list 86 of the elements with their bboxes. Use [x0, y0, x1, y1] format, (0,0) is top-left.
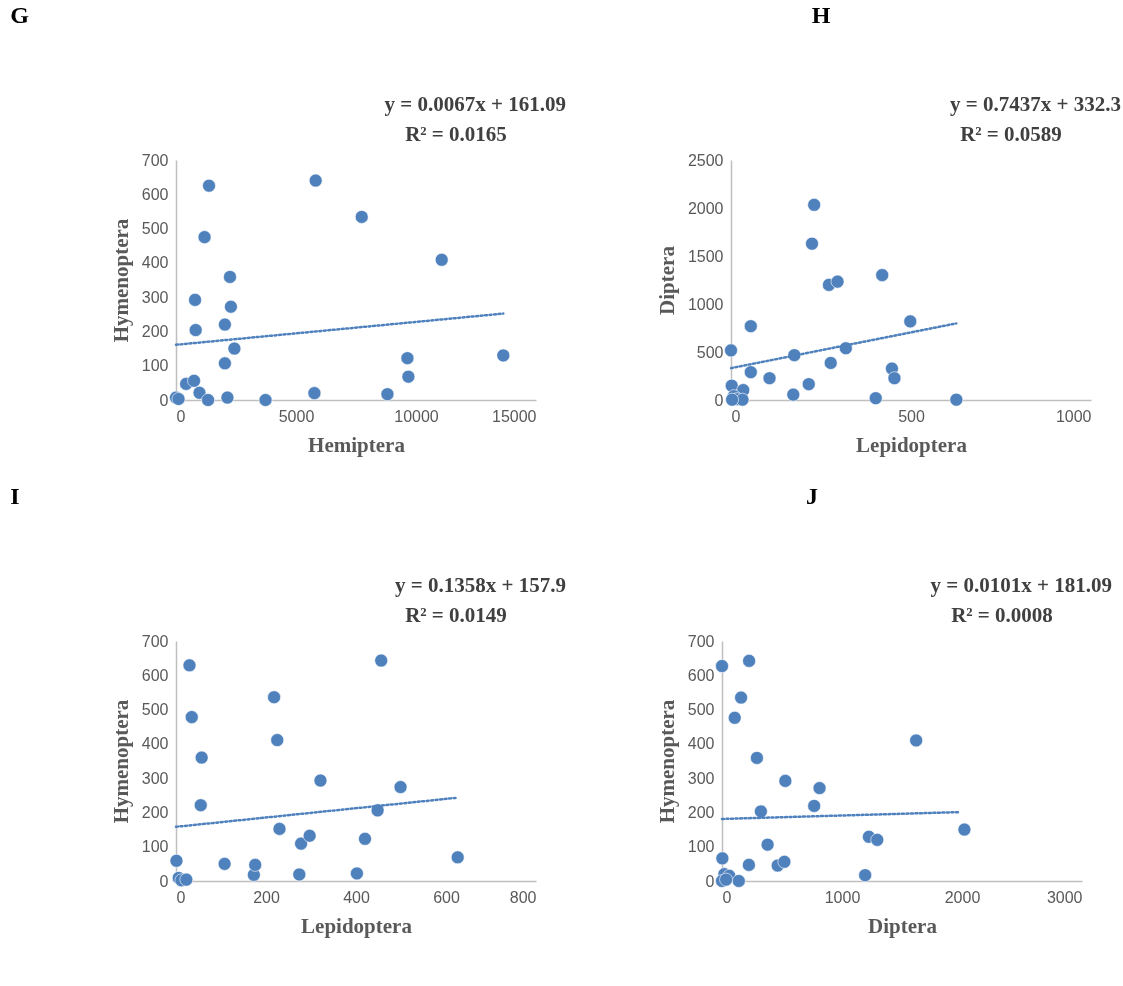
- y-tick-label: 500: [141, 701, 169, 719]
- y-tick-label: 200: [141, 803, 169, 821]
- chart-title: H: [811, 2, 831, 28]
- point: [393, 780, 408, 794]
- text: R² = 0.0165: [405, 122, 507, 146]
- x-tick-label: 0: [731, 407, 741, 425]
- y-axis-title: Diptera: [654, 245, 679, 315]
- y-tick-label: 600: [687, 666, 715, 684]
- point: [272, 822, 287, 836]
- point: [374, 653, 389, 668]
- y-axis-title: Hymenoptera: [654, 699, 679, 824]
- point: [217, 857, 232, 871]
- x-axis-title: Lepidoptera: [301, 913, 413, 938]
- y-tick-label: 300: [141, 288, 169, 306]
- y-tick-label: 0: [159, 872, 169, 890]
- y-tick-label: 600: [141, 666, 169, 684]
- x-axis-title: Lepidoptera: [856, 432, 968, 457]
- point: [270, 733, 285, 747]
- x-tick-label: 1000: [1055, 407, 1092, 425]
- x-tick-label: 3000: [1046, 888, 1083, 906]
- y-tick-label: 100: [141, 357, 169, 375]
- x-axis-title: Hemiptera: [308, 432, 406, 457]
- y-tick-label: 500: [696, 343, 724, 361]
- y-tick-label: 0: [705, 872, 715, 890]
- y-tick-label: 500: [687, 701, 715, 719]
- y-tick-label: 0: [714, 391, 724, 409]
- text: R² = 0.0008: [951, 603, 1053, 627]
- x-tick-label: 5000: [278, 407, 315, 425]
- y-tick-label: 200: [141, 322, 169, 340]
- y-tick-label: 700: [141, 151, 169, 169]
- point: [370, 803, 385, 818]
- point: [358, 832, 372, 846]
- x-tick-label: 800: [509, 888, 537, 906]
- point: [184, 710, 199, 724]
- x-tick-label: 400: [343, 888, 370, 906]
- y-tick-label: 400: [141, 735, 169, 753]
- x-tick-label: 500: [898, 407, 925, 425]
- y-tick-label: 1000: [687, 295, 724, 313]
- point: [193, 798, 208, 813]
- point: [313, 773, 328, 788]
- point: [248, 858, 263, 872]
- x-axis-title: Diptera: [868, 913, 938, 938]
- y-tick-label: 100: [141, 838, 169, 856]
- y-tick-label: 700: [687, 632, 715, 650]
- x-tick-label: 600: [433, 888, 460, 906]
- text: R² = 0.0149: [405, 603, 507, 627]
- y-tick-label: 400: [687, 735, 715, 753]
- x-tick-label: 1000: [824, 888, 861, 906]
- y-axis-title: Hymenoptera: [108, 699, 133, 824]
- x-tick-label: 15000: [492, 407, 537, 425]
- point: [179, 872, 194, 887]
- y-tick-label: 200: [687, 803, 715, 821]
- text: y = 0.7437x + 332.3: [950, 92, 1121, 116]
- point: [302, 828, 317, 843]
- y-tick-label: 600: [141, 185, 169, 203]
- text: y = 0.0101x + 181.09: [930, 573, 1112, 597]
- point: [292, 867, 307, 882]
- chart-title: I: [10, 483, 20, 509]
- chart-title: J: [806, 483, 818, 509]
- y-tick-label: 2500: [687, 151, 724, 169]
- x-tick-label: 0: [176, 407, 186, 425]
- y-tick-label: 700: [141, 632, 169, 650]
- chart-title: G: [10, 2, 30, 28]
- x-tick-label: 200: [253, 888, 280, 906]
- point: [194, 750, 209, 765]
- text: R² = 0.0589: [960, 122, 1062, 146]
- y-tick-label: 300: [687, 769, 715, 787]
- y-tick-label: 400: [141, 254, 169, 272]
- y-axis-title: Hymenoptera: [108, 218, 133, 343]
- point: [169, 853, 184, 868]
- y-tick-label: 1500: [687, 247, 724, 265]
- x-tick-label: 2000: [944, 888, 981, 906]
- text: y = 0.1358x + 157.9: [395, 573, 566, 597]
- y-tick-label: 100: [687, 838, 715, 856]
- point: [267, 690, 281, 705]
- point: [294, 836, 308, 851]
- y-tick-label: 0: [159, 391, 169, 409]
- point: [450, 850, 465, 865]
- point: [350, 866, 364, 881]
- y-tick-label: 500: [141, 220, 169, 238]
- y-tick-label: 300: [141, 769, 169, 787]
- y-tick-label: 2000: [687, 199, 724, 217]
- x-tick-label: 0: [176, 888, 186, 906]
- point: [182, 658, 197, 673]
- x-tick-label: 10000: [394, 407, 439, 425]
- text: y = 0.0067x + 161.09: [384, 92, 566, 116]
